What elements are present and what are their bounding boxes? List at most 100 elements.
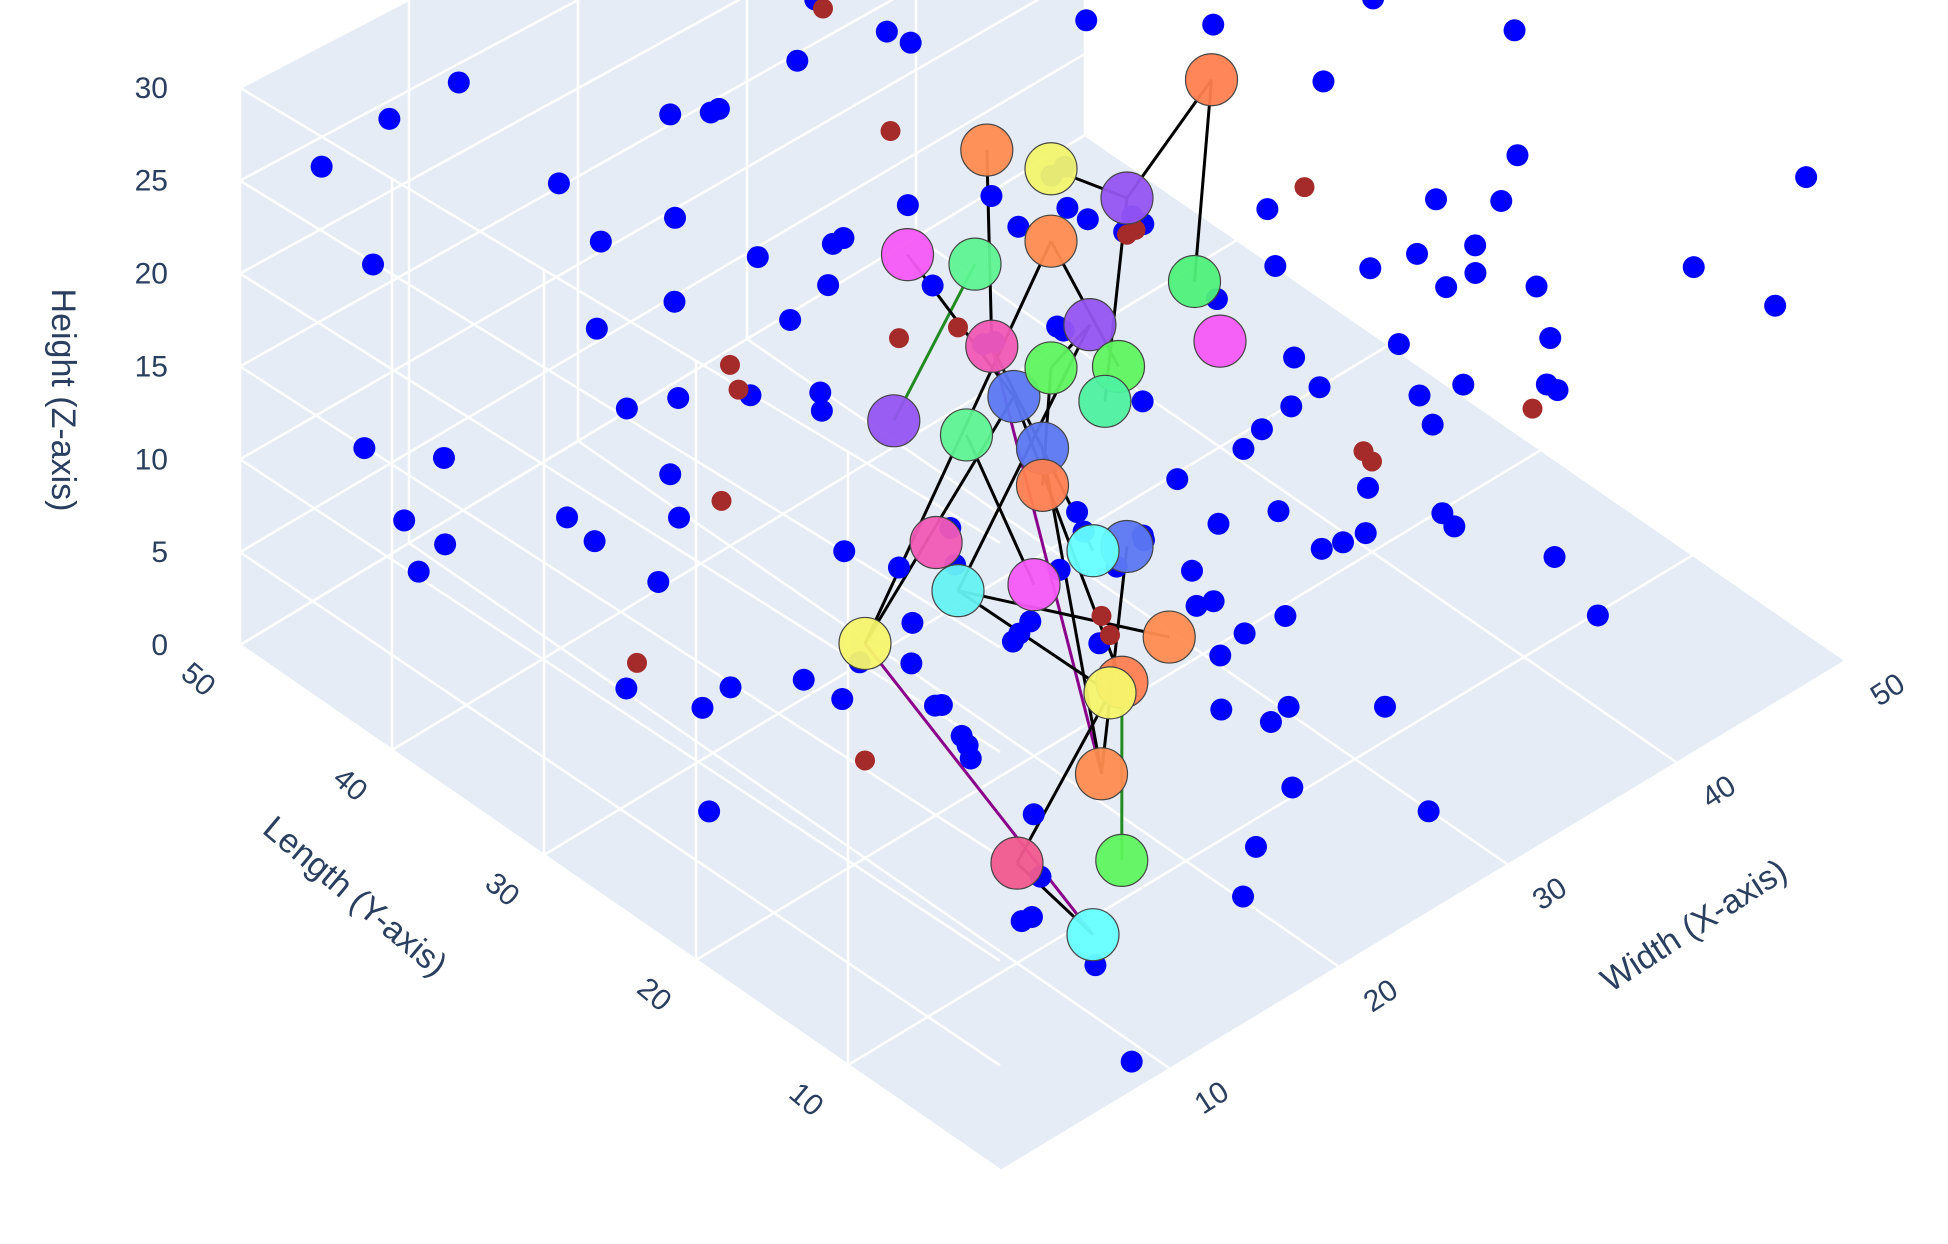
y-tick-label: 40 [327,761,374,808]
blue-point [585,317,608,340]
blue-point [1506,144,1529,167]
blue-point [691,696,714,719]
blue-point [719,676,742,699]
x-tick-label: 10 [1189,1075,1235,1121]
node-marker-4 [1078,374,1132,428]
node-marker-1 [1184,53,1239,107]
blue-point [1277,695,1300,718]
blue-point [1525,275,1548,298]
blue-point [1210,698,1233,721]
node-marker-6 [1024,142,1078,196]
node-marker-3 [1100,171,1154,225]
node-marker-21 [1074,747,1129,801]
blue-point [1425,188,1448,211]
blue-point [362,253,385,276]
node-marker-25 [880,228,935,282]
left-wall-grid-z [239,551,1001,1067]
blue-point [1075,9,1098,32]
blue-point [1354,522,1377,545]
blue-point [1259,710,1282,733]
node-marker-9 [1024,214,1078,268]
blue-point [1202,590,1225,613]
blue-point [1332,531,1355,554]
blue-point [434,533,457,556]
blue-point [950,724,973,747]
x-tick-label: 30 [1527,871,1573,917]
blue-point [1443,515,1466,538]
blue-point [1166,468,1189,491]
brown-point [1522,398,1543,419]
blue-point [1283,346,1306,369]
node-marker-30 [1095,833,1149,888]
node-marker-17 [1007,558,1061,612]
y-tick-label: 50 [175,656,222,703]
blue-point [698,800,721,823]
blue-point [1056,196,1079,219]
x-tick-label: 50 [1865,667,1911,713]
blue-point [1464,262,1487,285]
blue-point [1421,413,1444,436]
left-wall-grid-z [239,272,1001,753]
blue-point [1007,215,1030,238]
blue-point [833,540,856,563]
y-tick-label: 10 [783,1076,830,1123]
z-tick-label: 5 [151,536,168,569]
blue-point [1503,19,1526,42]
back-wall-grid-z [239,133,1086,647]
blue-point [779,308,802,331]
blue-point [875,20,898,43]
node-marker-2 [960,123,1014,177]
blue-point [1250,418,1273,441]
blue-point [1232,437,1255,460]
z-tick-label: 15 [135,350,168,383]
back-wall-grid-z [239,0,1040,461]
x-tick-label: 40 [1696,769,1742,815]
blue-point [887,556,910,579]
blue-point [378,107,401,130]
node-marker-19 [931,564,985,618]
brown-point [1294,177,1315,198]
blue-point [1022,803,1045,826]
floor-grid-y [847,553,1694,1067]
z-tick-label: 25 [135,165,168,198]
floor-grid-x [1084,133,1846,662]
node-marker-23 [1066,908,1120,962]
brown-point [728,379,749,400]
blue-point [1586,604,1609,627]
gridlines [238,0,1846,1172]
blue-point [746,246,769,269]
blue-point [1682,256,1705,279]
blue-point [817,274,840,297]
blue-point [667,506,690,529]
node-marker-8 [965,319,1019,373]
left-wall-grid-z [239,458,1001,962]
blue-point [1280,395,1303,418]
edge-line-10 [863,642,1095,936]
floor-grid-x [915,235,1677,764]
blue-point [1076,208,1099,231]
blue-point [1233,622,1256,645]
blue-point [663,290,686,313]
blue-point [1490,189,1513,212]
blue-point [1281,776,1304,799]
edge-line-8 [892,263,977,422]
blue-point [1046,315,1069,338]
node-marker-20 [1083,666,1137,720]
node-marker-16 [1015,458,1070,512]
brown-point [720,354,740,375]
edge-line-24 [965,434,1036,586]
z-axis-title: Height (Z-axis) [44,289,82,512]
blue-point [1310,537,1333,560]
blue-point [809,381,832,404]
left-wall-grid-z [239,86,1001,544]
blue-point [589,230,612,253]
z-tick-label: 30 [135,72,168,105]
blue-point [556,506,579,529]
node-marker-0 [1167,254,1222,309]
y-tick-label: 30 [479,866,526,913]
blue-point [980,184,1003,207]
blue-point [899,31,922,54]
back-wall-grid-z [239,0,742,275]
node-marker-11 [838,616,892,671]
